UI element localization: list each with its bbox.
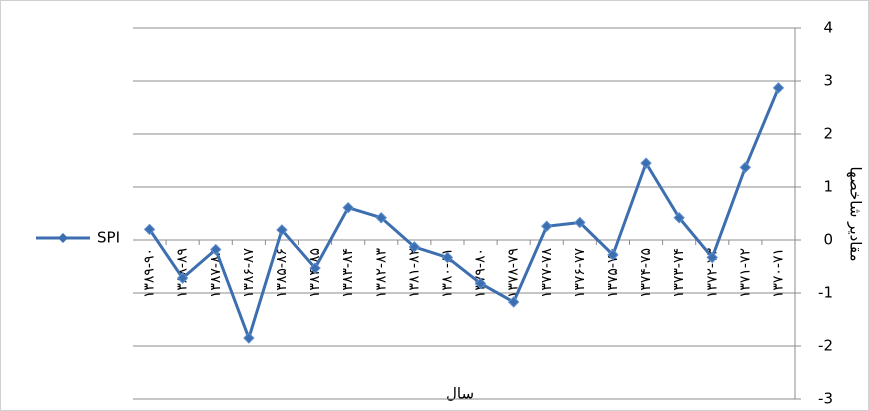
data-point: [574, 216, 586, 229]
x-tick-label: ۱۳۷۴-۷۵: [638, 248, 654, 298]
x-tick-label: ۱۳۷۶-۷۷: [572, 248, 588, 299]
data-point: [243, 332, 255, 344]
y-axis-title: مقادیر شاخصها: [847, 167, 865, 262]
data-point: [176, 272, 189, 284]
x-tick-label: ۱۳۷۸-۷۹: [506, 248, 522, 298]
y-tick-label: 2: [823, 125, 833, 143]
data-point: [210, 243, 222, 256]
y-tick-label: 4: [823, 19, 833, 37]
x-tick-label: ۱۳۸۹-۹۰: [142, 248, 158, 298]
y-tick-label: 3: [823, 72, 833, 90]
data-point: [607, 249, 619, 261]
series-line: [148, 87, 780, 340]
data-point: [772, 82, 785, 94]
x-tick-label: ۱۳۷۱-۷۲: [737, 248, 753, 298]
data-point: [640, 157, 652, 169]
x-tick-label: ۱۳۸۶-۸۷: [241, 248, 257, 299]
x-tick-label: ۱۳۸۵-۸۶: [274, 248, 290, 298]
data-point: [474, 277, 487, 290]
data-point: [541, 220, 553, 232]
x-tick-label: ۱۳۷۹-۸۰: [473, 248, 489, 298]
x-tick-label: ۱۳۷۰-۷۱: [770, 248, 786, 298]
data-point: [507, 296, 520, 308]
data-point: [375, 212, 387, 224]
x-tick-label: ۱۳۷۳-۷۴: [671, 248, 687, 298]
y-tick-label: -1: [818, 284, 833, 302]
y-tick-label: 0: [823, 231, 833, 249]
x-axis-title: سال: [446, 385, 474, 403]
data-point: [342, 201, 354, 214]
data-point: [309, 262, 321, 274]
x-tick-label: ۱۳۸۲-۸۳: [373, 248, 389, 299]
legend-marker: [58, 233, 68, 243]
x-tick-label: ۱۳۷۲-۷۳: [704, 248, 720, 299]
data-point: [673, 212, 685, 224]
data-point: [408, 241, 421, 253]
data-point: [739, 161, 752, 174]
data-point: [276, 224, 288, 236]
y-tick-label: 1: [823, 178, 833, 196]
data-point: [441, 251, 454, 264]
x-tick-label: ۱۳۷۵-۷۶: [605, 248, 621, 298]
data-point: [706, 251, 718, 264]
y-tick-label: -3: [818, 390, 833, 408]
legend-label: SPI: [97, 229, 120, 247]
data-point: [143, 223, 156, 236]
y-tick-label: -2: [818, 337, 833, 355]
x-tick-label: ۱۳۸۳-۸۴: [340, 248, 356, 298]
x-tick-label: ۱۳۸۱-۸۲: [406, 248, 422, 298]
x-tick-label: ۱۳۷۷-۷۸: [539, 248, 555, 299]
